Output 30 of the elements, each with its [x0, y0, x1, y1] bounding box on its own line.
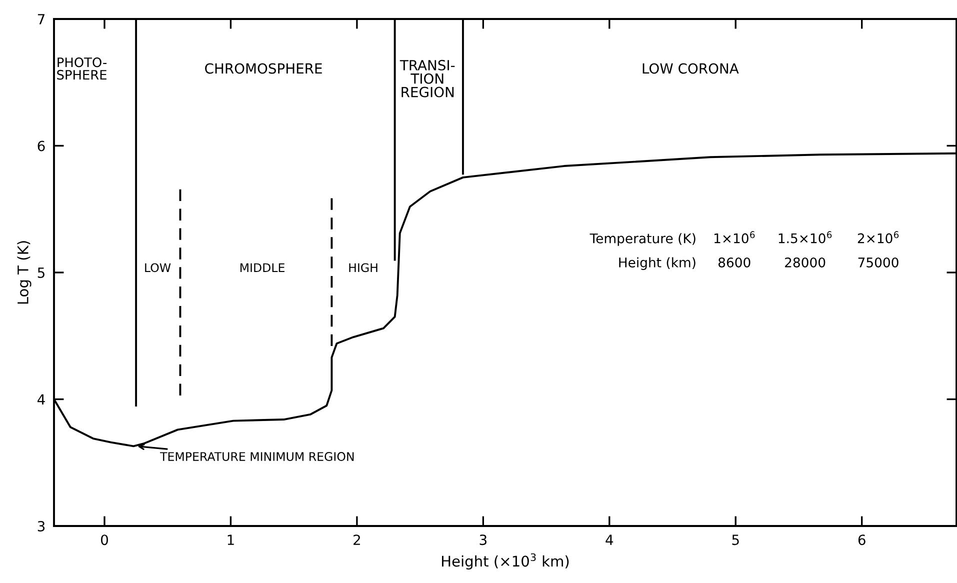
annotation: 1×10$^{6}$	[714, 231, 755, 244]
annotation: 8600	[718, 257, 750, 268]
annotation: 2×10$^{6}$	[858, 231, 899, 244]
y-tick-label: 6	[38, 140, 45, 152]
annotation: Height (km)	[619, 257, 696, 270]
x-tick-label: 0	[100, 534, 108, 546]
annotation: HIGH	[349, 263, 378, 272]
x-tick-label: 4	[606, 534, 614, 545]
annotation: LOW	[145, 263, 171, 272]
annotation: 1.5×10$^{6}$	[778, 231, 832, 244]
x-tick-label: 2	[354, 534, 360, 545]
annotation: Temperature (K)	[590, 233, 696, 246]
x-axis-title: Height (×10$^{3}$ km)	[442, 553, 569, 570]
x-tick-label: 5	[732, 534, 739, 546]
annotation: CHROMOSPHERE	[205, 63, 322, 74]
annotation: LOW CORONA	[642, 63, 739, 74]
x-tick-label: 6	[858, 534, 866, 546]
x-tick-label: 3	[480, 534, 486, 546]
annotation: TEMPERATURE MINIMUM REGION	[160, 452, 354, 461]
annotation: 75000	[858, 257, 898, 268]
y-tick-label: 4	[38, 394, 45, 405]
x-tick-label: 1	[228, 534, 234, 545]
annotation: MIDDLE	[240, 263, 284, 272]
y-tick-label: 3	[38, 520, 45, 532]
y-axis-title: Log T (K)	[17, 241, 32, 304]
annotation: PHOTO- SPHERE	[57, 57, 107, 80]
y-tick-label: 5	[38, 268, 44, 278]
annotation: TRANSI- TION REGION	[400, 60, 455, 98]
y-tick-label: 7	[38, 14, 44, 24]
annotation: 28000	[785, 257, 826, 268]
